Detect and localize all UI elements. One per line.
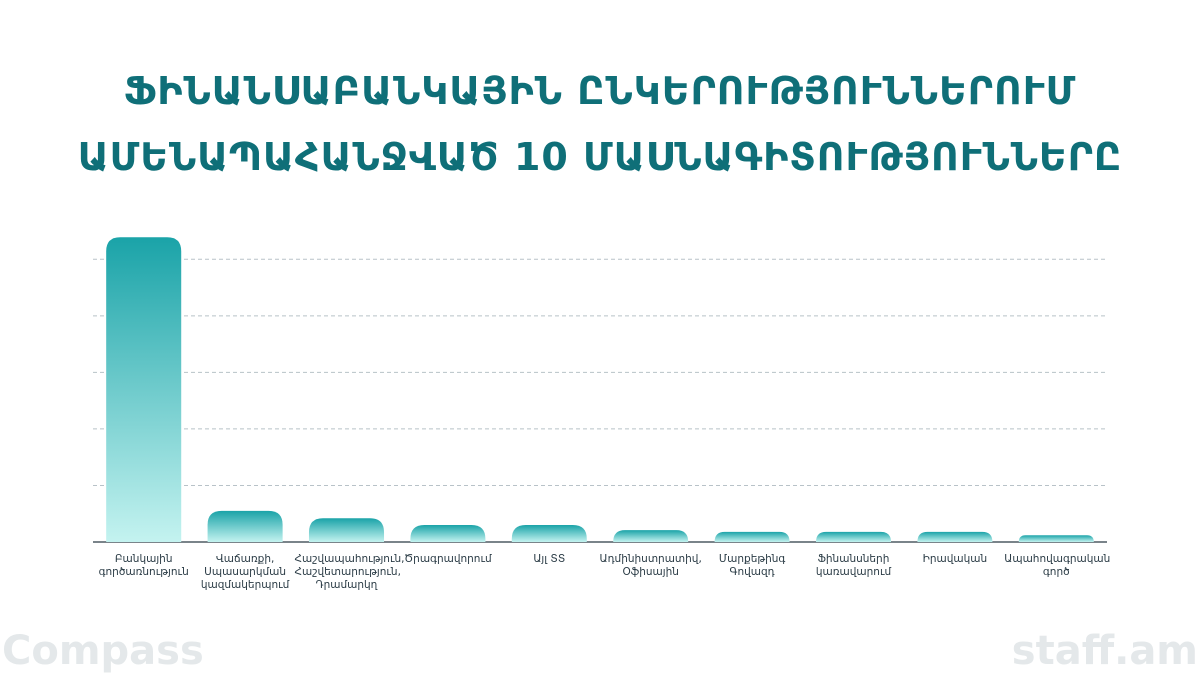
x-tick-label: Իրավական — [922, 553, 988, 565]
x-tick-label: Մարքեթինգ Գովազդ — [718, 553, 786, 578]
bar — [815, 531, 892, 542]
bar — [207, 510, 283, 542]
bar — [1018, 535, 1094, 542]
bar — [106, 237, 182, 542]
x-tick-label: Ադմինիստրատիվ, Օֆիսային — [599, 553, 702, 578]
chart-title: ՖԻՆԱՆՍԱԲԱՆԿԱՅԻՆ ԸՆԿԵՐՈՒԹՅՈՒՆՆԵՐՈՒՄ — [124, 69, 1077, 113]
x-tick-label: Բանկային գործառնություն — [98, 553, 189, 578]
x-tick-label: Ապահովագրական գործ — [1004, 553, 1111, 578]
bar — [511, 525, 587, 542]
x-tick-label: Վաճառքի, Սպասարկման կազմակերպում — [200, 553, 290, 591]
bar — [613, 530, 689, 542]
x-tick-label: Հաշվապահություն, Հաշվետարություն, Դրամար… — [294, 553, 405, 591]
bar — [714, 531, 790, 542]
bar — [308, 518, 385, 542]
chart-title: ԱՄԵՆԱՊԱՀԱՆՋՎԱԾ 10 ՄԱՍՆԱԳԻՏՈՒԹՅՈՒՆՆԵՐԸ — [78, 135, 1123, 179]
x-tick-label: Ֆինանսների կառավարում — [815, 553, 892, 578]
bar — [410, 525, 486, 542]
bar — [917, 531, 993, 542]
x-tick-label: Ծրագրավորում — [404, 553, 492, 565]
watermark: Compass — [2, 628, 204, 674]
x-tick-label: Այլ ՏՏ — [533, 553, 566, 565]
watermark: staff.am — [1011, 628, 1198, 674]
